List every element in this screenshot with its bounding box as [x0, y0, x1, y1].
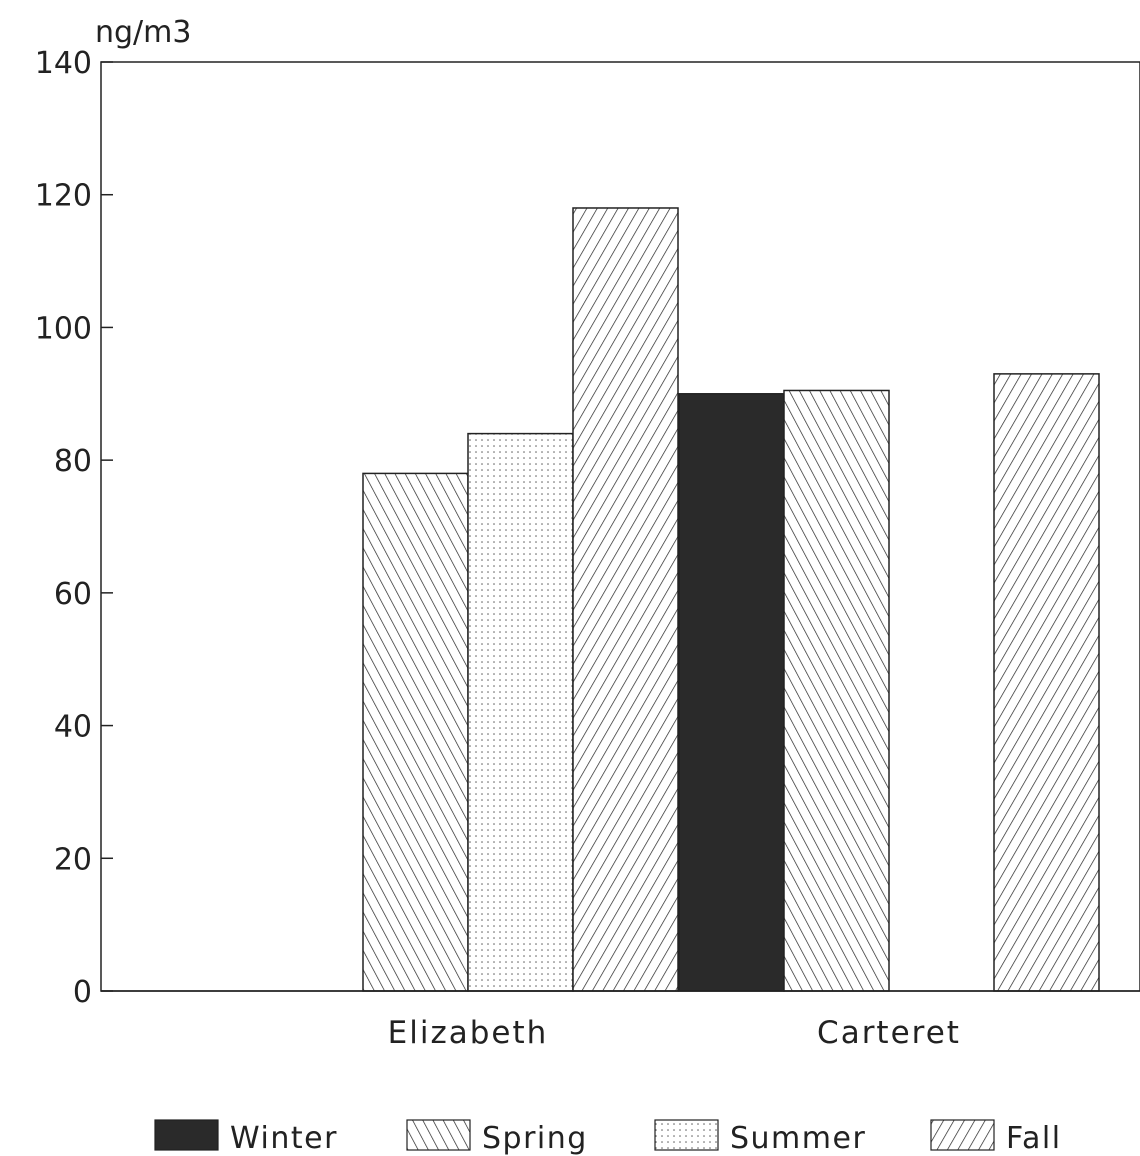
legend-swatch-fall — [930, 1119, 995, 1151]
bar-carteret-spring — [783, 389, 890, 992]
y-tick-label: 40 — [54, 710, 92, 745]
y-tick-label: 140 — [35, 46, 92, 81]
y-tick-label: 0 — [73, 975, 92, 1010]
y-tick-label: 100 — [35, 311, 92, 346]
x-category-label: Carteret — [817, 1015, 961, 1051]
legend: Winter Spring Summer Fall — [154, 1119, 1062, 1156]
x-axis: Elizabeth Carteret — [388, 1015, 961, 1051]
bar-elizabeth-fall — [572, 207, 679, 992]
bar-carteret-fall — [993, 373, 1100, 992]
legend-swatch-winter — [154, 1119, 219, 1151]
legend-label: Summer — [730, 1121, 866, 1156]
x-category-label: Elizabeth — [388, 1015, 549, 1051]
bar-elizabeth-summer — [467, 432, 574, 992]
y-tick-label: 20 — [54, 842, 92, 877]
y-tick-label: 80 — [54, 444, 92, 479]
legend-label: Spring — [482, 1121, 588, 1156]
y-axis-unit-label: ng/m3 — [95, 15, 191, 50]
bar-carteret-winter — [678, 393, 785, 992]
y-axis: 0 20 40 60 80 100 120 140 — [35, 46, 113, 1010]
legend-label: Winter — [230, 1121, 338, 1156]
legend-label: Fall — [1006, 1121, 1062, 1156]
y-tick-label: 60 — [54, 577, 92, 612]
y-tick-label: 120 — [35, 179, 92, 214]
legend-swatch-spring — [406, 1119, 471, 1151]
bars — [362, 207, 1100, 992]
bar-elizabeth-spring — [362, 472, 469, 992]
legend-swatch-summer — [654, 1119, 719, 1151]
